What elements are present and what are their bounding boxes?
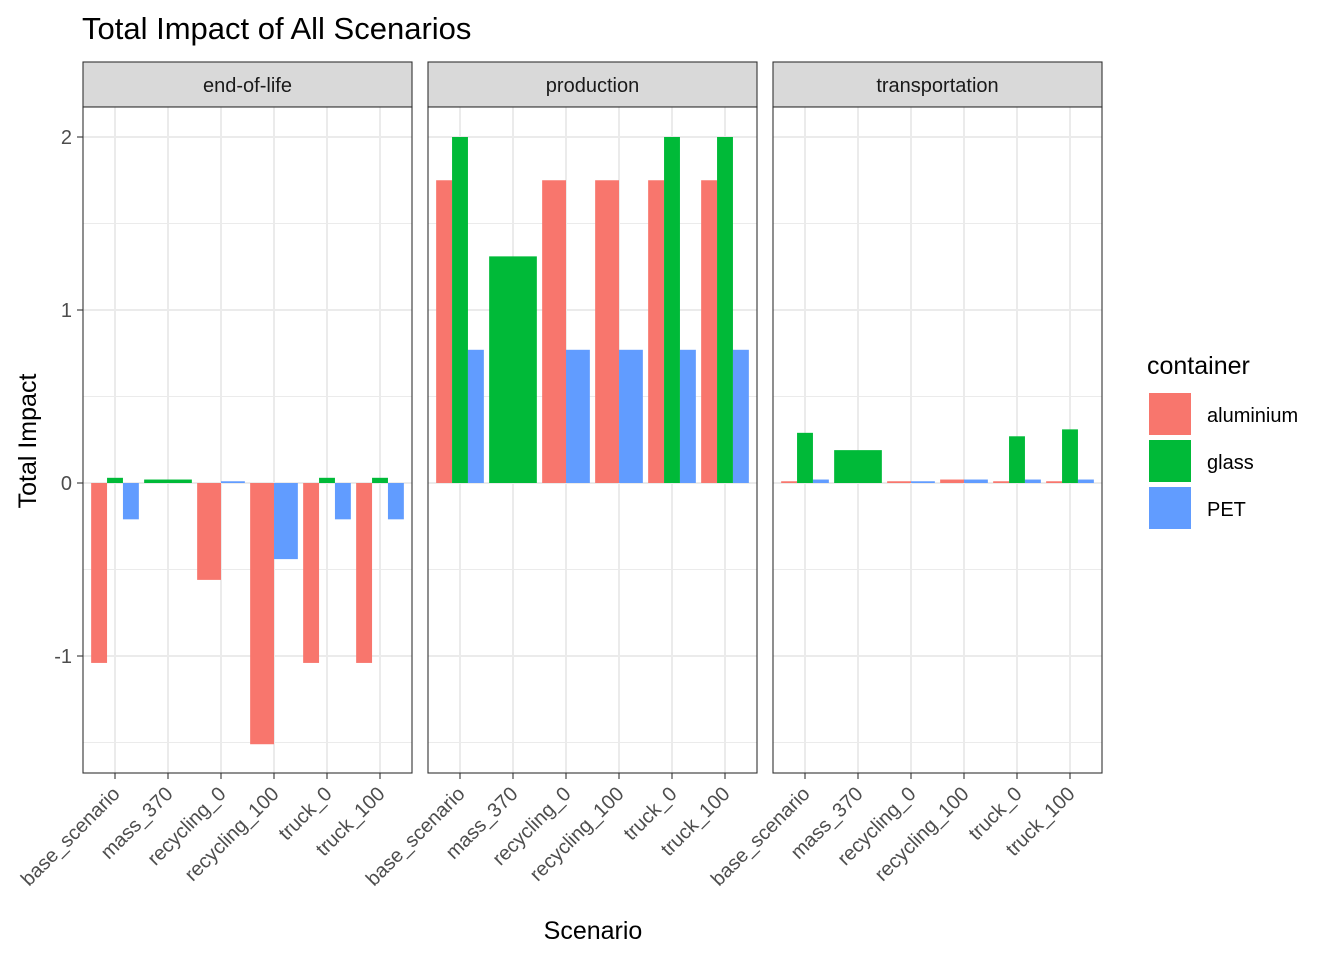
bar-PET-truck_0 xyxy=(1024,479,1041,483)
bar-aluminium-recycling_100 xyxy=(940,479,964,483)
legend: container aluminium glass PET xyxy=(1147,352,1298,529)
bar-glass-mass_370 xyxy=(144,479,192,483)
bar-PET-truck_100 xyxy=(387,483,404,520)
bar-glass-truck_0 xyxy=(1009,436,1025,483)
legend-key-PET xyxy=(1149,487,1191,529)
bar-aluminium-recycling_0 xyxy=(197,483,221,580)
bar-PET-recycling_0 xyxy=(221,481,245,483)
legend-title: container xyxy=(1147,352,1250,380)
bar-glass-mass_370 xyxy=(834,450,882,483)
bar-PET-truck_100 xyxy=(1077,479,1094,483)
bar-aluminium-base_scenario xyxy=(436,180,453,483)
panel-border xyxy=(427,106,758,774)
bar-aluminium-truck_0 xyxy=(648,180,665,483)
bar-glass-truck_100 xyxy=(372,477,388,483)
bar-PET-base_scenario xyxy=(812,479,829,483)
legend-label-PET: PET xyxy=(1207,499,1246,521)
panel-background xyxy=(83,107,412,773)
y-tick-label: 1 xyxy=(61,300,72,322)
bar-aluminium-base_scenario xyxy=(781,481,798,483)
y-tick-label: 2 xyxy=(61,127,72,149)
bar-aluminium-truck_0 xyxy=(993,481,1010,483)
bar-aluminium-base_scenario xyxy=(91,483,108,663)
bar-glass-truck_100 xyxy=(1062,429,1078,483)
facet-strip-label: production xyxy=(546,75,639,97)
facet-strip-label: end-of-life xyxy=(203,75,292,97)
chart-title: Total Impact of All Scenarios xyxy=(82,11,471,46)
bar-PET-recycling_0 xyxy=(911,481,935,483)
bar-PET-recycling_100 xyxy=(964,479,988,483)
bar-glass-base_scenario xyxy=(452,137,468,483)
bar-aluminium-recycling_0 xyxy=(887,481,911,483)
bar-glass-mass_370 xyxy=(489,256,537,483)
bar-PET-base_scenario xyxy=(467,349,484,483)
bar-aluminium-recycling_0 xyxy=(542,180,566,483)
facet-panels: end-of-lifebase_scenariomass_370recyclin… xyxy=(17,61,1103,891)
panel-border xyxy=(772,106,1103,774)
bar-PET-base_scenario xyxy=(122,483,139,520)
bar-glass-base_scenario xyxy=(797,432,813,483)
bar-PET-recycling_100 xyxy=(274,483,298,560)
legend-label-glass: glass xyxy=(1207,452,1254,474)
bar-PET-truck_0 xyxy=(334,483,351,520)
bar-PET-recycling_0 xyxy=(566,349,590,483)
facet-strip xyxy=(82,61,413,108)
bar-glass-truck_0 xyxy=(319,477,335,483)
bar-glass-truck_0 xyxy=(664,137,680,483)
bar-glass-base_scenario xyxy=(107,477,123,483)
panel-background xyxy=(773,107,1102,773)
y-tick-label: -1 xyxy=(54,646,72,668)
bar-PET-truck_100 xyxy=(732,349,749,483)
bar-glass-truck_100 xyxy=(717,137,733,483)
bar-PET-truck_0 xyxy=(679,349,696,483)
bar-aluminium-recycling_100 xyxy=(595,180,619,483)
legend-label-aluminium: aluminium xyxy=(1207,405,1298,427)
bar-PET-recycling_100 xyxy=(619,349,643,483)
bar-aluminium-recycling_100 xyxy=(250,483,274,745)
legend-key-glass xyxy=(1149,440,1191,482)
panel-border xyxy=(82,106,413,774)
y-tick-label: 0 xyxy=(61,473,72,495)
facet-strip xyxy=(772,61,1103,108)
bar-aluminium-truck_100 xyxy=(701,180,718,483)
y-axis: -1 0 1 2 xyxy=(54,127,83,668)
bar-aluminium-truck_100 xyxy=(356,483,373,663)
y-axis-title: Total Impact xyxy=(14,374,42,509)
bar-aluminium-truck_100 xyxy=(1046,481,1063,483)
x-axis-title: Scenario xyxy=(544,917,643,945)
facet-strip xyxy=(427,61,758,108)
bar-aluminium-truck_0 xyxy=(303,483,320,663)
facet-strip-label: transportation xyxy=(876,75,998,97)
legend-key-aluminium xyxy=(1149,393,1191,435)
